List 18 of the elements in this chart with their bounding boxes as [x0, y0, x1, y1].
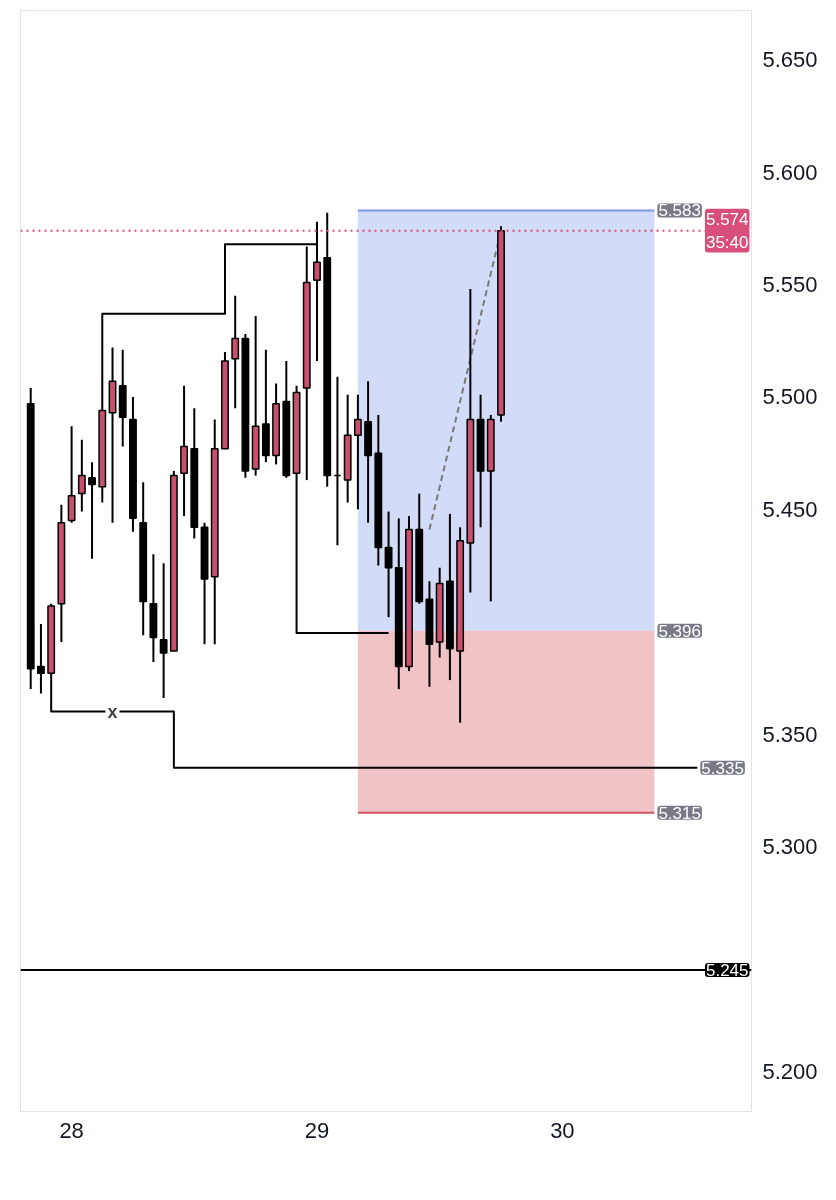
- y-tick-label: 5.350: [762, 721, 818, 747]
- ref-line-label: 5.245: [705, 960, 749, 980]
- x-tick-label: 28: [59, 1117, 84, 1143]
- annotation: 5.396: [658, 621, 701, 641]
- y-tick-label: 5.600: [762, 159, 818, 185]
- x-tick-label: 30: [550, 1117, 575, 1143]
- annotation: 5.315: [658, 803, 701, 823]
- annotation: 5.335: [701, 758, 744, 778]
- ref-line-label: 5.574 35:40: [705, 209, 749, 252]
- y-tick-label: 5.650: [762, 47, 818, 73]
- annotation: x: [107, 701, 118, 722]
- y-tick-label: 5.500: [762, 384, 818, 410]
- y-tick-label: 5.550: [762, 272, 818, 298]
- y-tick-label: 5.300: [762, 833, 818, 859]
- y-tick-label: 5.450: [762, 496, 818, 522]
- y-tick-label: 5.200: [762, 1058, 818, 1084]
- x-tick-label: 29: [304, 1117, 330, 1143]
- annotation: 5.583: [658, 201, 701, 221]
